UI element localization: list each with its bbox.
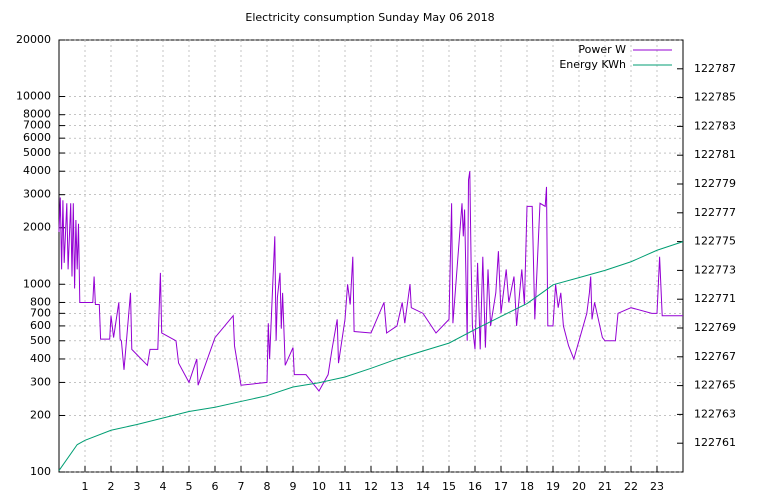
x-tick-label: 18 bbox=[520, 480, 534, 493]
x-tick-label: 9 bbox=[290, 480, 297, 493]
y-tick-label: 10000 bbox=[16, 90, 51, 103]
x-tick-label: 15 bbox=[442, 480, 456, 493]
y2-tick-label: 122763 bbox=[694, 407, 736, 420]
x-tick-label: 5 bbox=[186, 480, 193, 493]
y-tick-label: 400 bbox=[30, 352, 51, 365]
y2-tick-label: 122783 bbox=[694, 119, 736, 132]
y-tick-label: 5000 bbox=[23, 146, 51, 159]
y-tick-label: 700 bbox=[30, 306, 51, 319]
legend-label: Power W bbox=[578, 43, 626, 56]
x-tick-label: 2 bbox=[108, 480, 115, 493]
series-line bbox=[58, 171, 683, 392]
x-tick-label: 3 bbox=[134, 480, 141, 493]
y2-tick-label: 122785 bbox=[694, 91, 736, 104]
y-tick-label: 300 bbox=[30, 375, 51, 388]
y-tick-label: 3000 bbox=[23, 188, 51, 201]
chart-title: Electricity consumption Sunday May 06 20… bbox=[245, 11, 494, 24]
x-tick-label: 22 bbox=[624, 480, 638, 493]
y2-tick-label: 122775 bbox=[694, 235, 736, 248]
y-tick-label: 20000 bbox=[16, 33, 51, 46]
y-tick-label: 1000 bbox=[23, 277, 51, 290]
x-tick-label: 1 bbox=[82, 480, 89, 493]
series-line bbox=[58, 241, 684, 471]
x-tick-label: 12 bbox=[364, 480, 378, 493]
y2-tick-label: 122767 bbox=[694, 350, 736, 363]
x-tick-label: 10 bbox=[312, 480, 326, 493]
y-tick-label: 4000 bbox=[23, 164, 51, 177]
y-tick-label: 100 bbox=[30, 465, 51, 478]
x-tick-label: 19 bbox=[546, 480, 560, 493]
x-tick-label: 23 bbox=[650, 480, 664, 493]
x-tick-label: 7 bbox=[238, 480, 245, 493]
y-tick-label: 8000 bbox=[23, 108, 51, 121]
x-tick-label: 8 bbox=[264, 480, 271, 493]
y2-tick-label: 122773 bbox=[694, 263, 736, 276]
y2-tick-label: 122777 bbox=[694, 206, 736, 219]
x-tick-label: 14 bbox=[416, 480, 430, 493]
y2-tick-label: 122787 bbox=[694, 62, 736, 75]
x-tick-label: 17 bbox=[494, 480, 508, 493]
y-tick-label: 200 bbox=[30, 408, 51, 421]
y2-tick-label: 122779 bbox=[694, 177, 736, 190]
y-tick-label: 500 bbox=[30, 334, 51, 347]
y-tick-label: 2000 bbox=[23, 221, 51, 234]
x-tick-label: 21 bbox=[598, 480, 612, 493]
x-tick-label: 20 bbox=[572, 480, 586, 493]
y2-tick-label: 122761 bbox=[694, 436, 736, 449]
y2-tick-label: 122769 bbox=[694, 321, 736, 334]
y2-tick-label: 122765 bbox=[694, 379, 736, 392]
y2-tick-label: 122781 bbox=[694, 148, 736, 161]
x-tick-label: 16 bbox=[468, 480, 482, 493]
y-tick-label: 6000 bbox=[23, 131, 51, 144]
y-tick-label: 600 bbox=[30, 319, 51, 332]
y2-tick-label: 122771 bbox=[694, 292, 736, 305]
y-tick-label: 800 bbox=[30, 295, 51, 308]
x-tick-label: 6 bbox=[212, 480, 219, 493]
x-tick-label: 13 bbox=[390, 480, 404, 493]
x-tick-label: 11 bbox=[338, 480, 352, 493]
x-tick-label: 4 bbox=[160, 480, 167, 493]
legend-label: Energy KWh bbox=[559, 58, 626, 71]
y-tick-label: 7000 bbox=[23, 119, 51, 132]
